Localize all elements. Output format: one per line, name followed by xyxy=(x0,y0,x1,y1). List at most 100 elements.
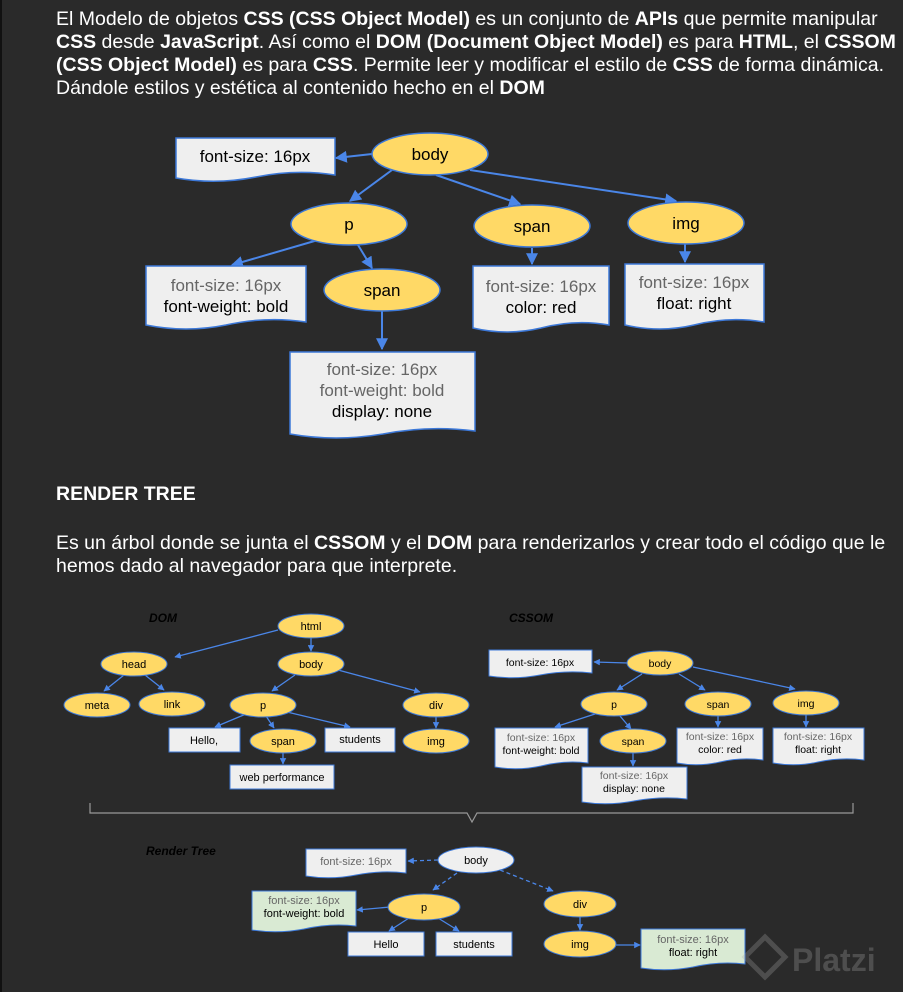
style-img-line-1: font-size: 16px xyxy=(639,273,750,292)
rt-style-body: font-size: 16px xyxy=(305,848,407,879)
edge-p-span xyxy=(357,244,373,270)
node-img-label: img xyxy=(672,214,699,233)
rt-style-p-line-1: font-size: 16px xyxy=(268,895,340,907)
node-span-child-label: span xyxy=(364,281,401,300)
node-span: span xyxy=(473,204,591,248)
style-spanchild-line-3: display: none xyxy=(332,402,432,421)
style-span-line-2: color: red xyxy=(506,298,577,317)
cssom-mini-node-span-child-label: span xyxy=(622,736,645,748)
node-body: body xyxy=(371,132,489,176)
dom-node-meta: meta xyxy=(63,692,131,718)
render-tree-paragraph: Es un árbol donde se junta el CSSOM y el… xyxy=(56,532,886,577)
dom-node-img-label: img xyxy=(427,736,445,748)
style-p-line-2: font-weight: bold xyxy=(164,297,289,316)
style-box-body: font-size: 16px xyxy=(175,137,336,183)
cssom-mini-style-body-line: font-size: 16px xyxy=(506,657,575,669)
render-tree-label: Render Tree xyxy=(146,844,216,858)
rt-text-students-label: students xyxy=(453,939,495,951)
rt-node-div: div xyxy=(543,890,617,918)
node-span-label: span xyxy=(514,217,551,236)
cssom-mini-node-span-label: span xyxy=(707,699,730,711)
edge-body-img xyxy=(469,169,678,206)
dom-node-html: html xyxy=(277,613,345,639)
platzi-logo-icon xyxy=(741,933,789,981)
edge-p-style xyxy=(230,239,319,268)
dom-mini-diagram: DOM html head body meta link p div span … xyxy=(63,611,470,790)
dom-node-body-label: body xyxy=(299,659,323,671)
dom-node-p: p xyxy=(229,692,297,718)
cssom-mini-node-body: body xyxy=(626,650,694,676)
render-tree-diagram: Render Tree font-size: 16px font-size: 1… xyxy=(146,844,746,971)
dom-node-div-label: div xyxy=(429,700,444,712)
cssom-mini-style-p-line-2: font-weight: bold xyxy=(502,745,579,757)
rt-style-body-line: font-size: 16px xyxy=(320,856,392,868)
edge-body-p xyxy=(349,169,393,202)
dom-text-web-label: web performance xyxy=(239,772,325,784)
cssom-mini-style-body: font-size: 16px xyxy=(488,649,593,679)
style-img-line-2: float: right xyxy=(657,294,732,313)
platzi-watermark: Platzi xyxy=(741,933,876,981)
rt-style-p-line-2: font-weight: bold xyxy=(264,908,345,920)
dom-node-body: body xyxy=(277,651,345,677)
cssom-mini-node-img-label: img xyxy=(798,698,815,710)
cssom-mini-diagram: CSSOM font-size: 16px font-size: 16pxfon… xyxy=(488,611,865,805)
rt-text-hello-label: Hello xyxy=(373,939,398,951)
rt-style-img-line-2: float: right xyxy=(669,947,717,959)
dom-mini-label: DOM xyxy=(149,611,178,625)
dom-node-img: img xyxy=(402,728,470,754)
cssom-mini-style-img-line-1: font-size: 16px xyxy=(784,731,853,743)
cssom-mini-style-p-line-1: font-size: 16px xyxy=(507,732,576,744)
rt-style-img-line-1: font-size: 16px xyxy=(657,934,729,946)
cssom-mini-style-img-line-2: float: right xyxy=(795,744,841,756)
style-box-img: font-size: 16px float: right xyxy=(624,263,765,330)
node-span-child: span xyxy=(323,268,441,312)
merge-bracket xyxy=(89,803,854,824)
cssom-mini-node-p: p xyxy=(580,691,648,717)
dom-text-students-label: students xyxy=(339,734,381,746)
dom-node-span-label: span xyxy=(271,736,295,748)
render-tree-heading: RENDER TREE xyxy=(56,483,196,505)
node-p: p xyxy=(290,202,408,246)
dom-text-students: students xyxy=(324,727,396,753)
node-img: img xyxy=(627,201,745,245)
edge-body-span xyxy=(435,174,522,207)
style-box-span: font-size: 16px color: red xyxy=(472,265,610,333)
platzi-watermark-text: Platzi xyxy=(792,942,876,978)
style-span-line-1: font-size: 16px xyxy=(486,277,597,296)
cssom-mini-style-span-line-1: font-size: 16px xyxy=(686,731,755,743)
rt-node-img-label: img xyxy=(571,939,589,951)
rt-node-body: body xyxy=(437,846,515,874)
dom-node-head-label: head xyxy=(122,659,146,671)
intro-paragraph: El Modelo de objetos CSS (CSS Object Mod… xyxy=(56,8,896,99)
style-spanchild-line-1: font-size: 16px xyxy=(327,360,438,379)
cssom-edges xyxy=(230,150,691,351)
dom-node-link: link xyxy=(138,691,206,717)
dom-text-hello-label: Hello, xyxy=(190,735,218,747)
dom-node-link-label: link xyxy=(164,699,181,711)
style-box-p: font-size: 16px font-weight: bold xyxy=(145,265,307,330)
cssom-mini-node-span-child: span xyxy=(599,728,667,754)
rt-node-p: p xyxy=(387,893,461,921)
cssom-mini-label: CSSOM xyxy=(509,611,554,625)
style-box-span-child: font-size: 16px font-weight: bold displa… xyxy=(289,351,476,439)
cssom-mini-style-span-line-2: color: red xyxy=(698,744,742,756)
rt-node-div-label: div xyxy=(573,899,588,911)
rt-node-p-label: p xyxy=(421,902,427,914)
rt-text-students: students xyxy=(435,931,513,957)
node-p-label: p xyxy=(344,215,353,234)
dom-node-head: head xyxy=(100,651,168,677)
dom-node-div: div xyxy=(402,692,470,718)
rt-node-img: img xyxy=(543,930,617,958)
cssom-mini-node-body-label: body xyxy=(649,658,673,670)
left-edge-bar xyxy=(0,0,2,992)
dom-text-web: web performance xyxy=(229,764,335,790)
dom-text-hello: Hello, xyxy=(168,727,241,753)
dom-node-p-label: p xyxy=(260,700,266,712)
rt-node-body-label: body xyxy=(464,855,488,867)
